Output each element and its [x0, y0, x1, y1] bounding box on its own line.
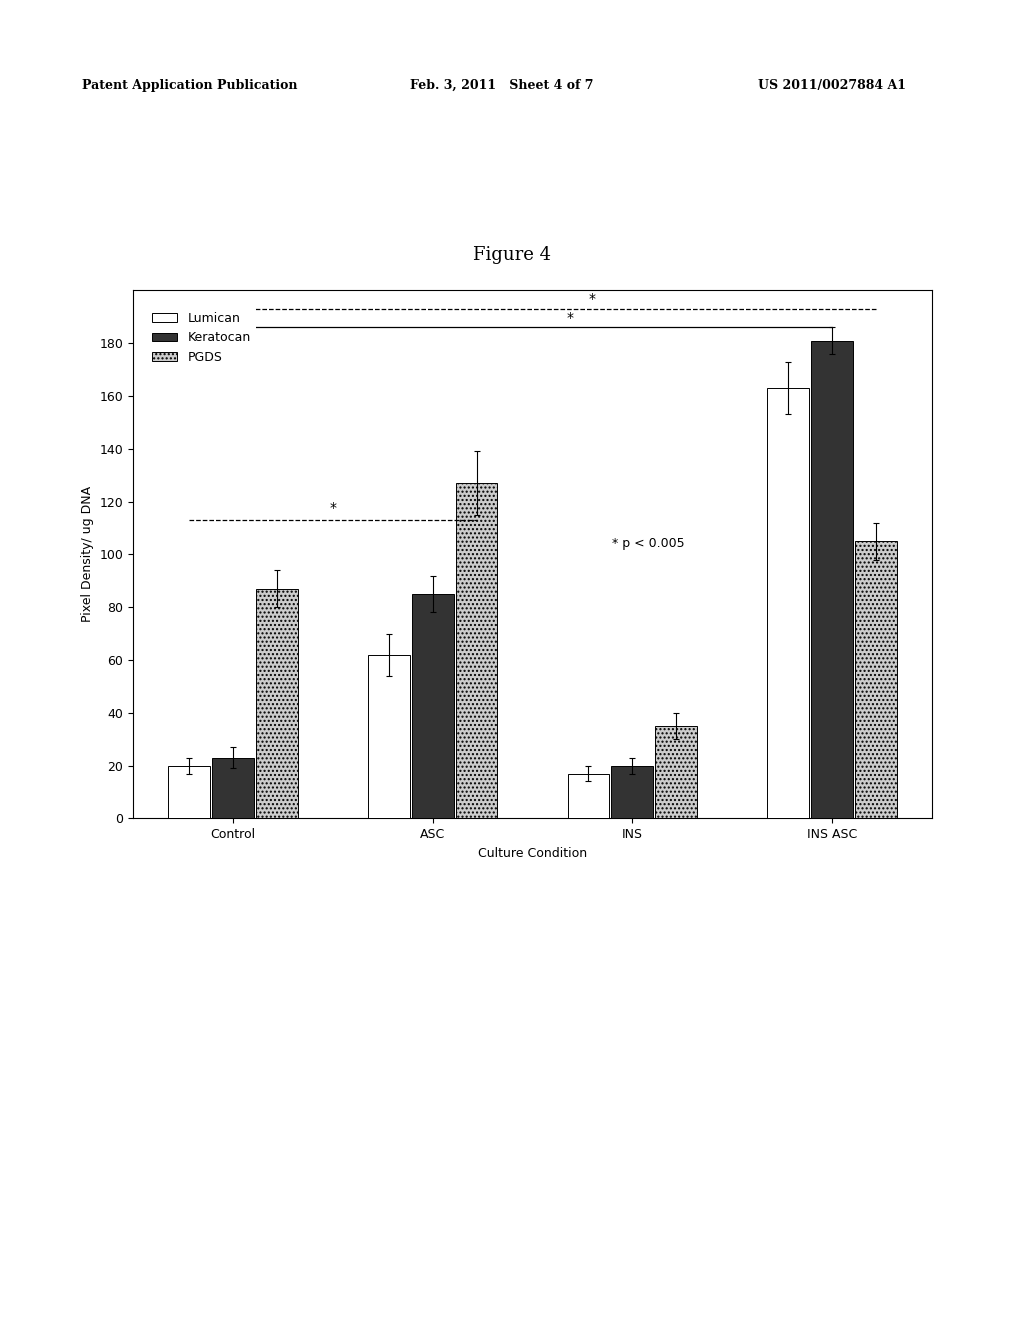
Text: *: *	[567, 310, 573, 325]
Bar	[855, 541, 897, 818]
Bar	[567, 774, 609, 818]
X-axis label: Culture Condition: Culture Condition	[478, 846, 587, 859]
Bar	[456, 483, 498, 818]
Bar	[168, 766, 210, 818]
Text: *: *	[589, 292, 596, 306]
Bar	[212, 758, 254, 818]
Text: * p < 0.005: * p < 0.005	[612, 537, 685, 550]
Text: Figure 4: Figure 4	[473, 246, 551, 264]
Text: Feb. 3, 2011   Sheet 4 of 7: Feb. 3, 2011 Sheet 4 of 7	[410, 79, 593, 92]
Bar	[412, 594, 454, 818]
Bar	[368, 655, 410, 818]
Bar	[811, 341, 853, 818]
Y-axis label: Pixel Density/ ug DNA: Pixel Density/ ug DNA	[81, 486, 94, 623]
Bar	[611, 766, 653, 818]
Bar	[256, 589, 298, 818]
Legend: Lumican, Keratocan, PGDS: Lumican, Keratocan, PGDS	[147, 308, 256, 368]
Text: US 2011/0027884 A1: US 2011/0027884 A1	[758, 79, 906, 92]
Text: Patent Application Publication: Patent Application Publication	[82, 79, 297, 92]
Bar	[655, 726, 697, 818]
Bar	[767, 388, 809, 818]
Text: *: *	[330, 500, 336, 515]
